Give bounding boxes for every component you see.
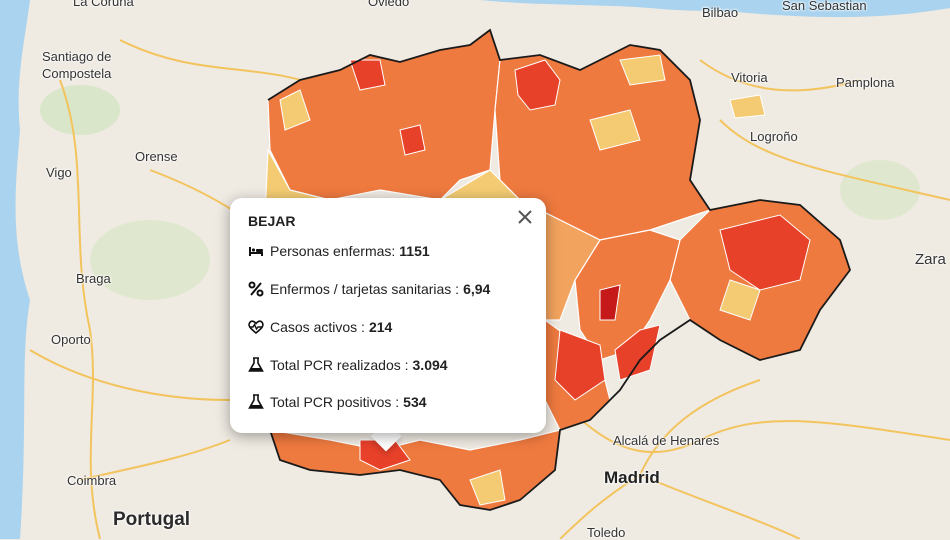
hot-spots bbox=[279, 54, 811, 506]
green-area bbox=[90, 220, 210, 300]
stat-row-enfermos-tarjetas: Enfermos / tarjetas sanitarias : 6,94 bbox=[248, 281, 490, 297]
green-area bbox=[40, 85, 120, 135]
stat-row-pcr-positivos: Total PCR positivos : 534 bbox=[248, 394, 427, 410]
city-label-coimbra: Coimbra bbox=[67, 473, 117, 488]
sea-atlantic bbox=[0, 0, 30, 539]
flask-icon bbox=[248, 357, 264, 372]
stat-row-casos-activos: Casos activos : 214 bbox=[248, 319, 392, 335]
percent-icon bbox=[248, 281, 264, 297]
stat-value: 3.094 bbox=[412, 357, 448, 373]
city-label-orense: Orense bbox=[135, 149, 178, 164]
stat-label: Enfermos / tarjetas sanitarias : bbox=[270, 281, 460, 297]
city-label-madrid: Madrid bbox=[604, 468, 660, 487]
green-area bbox=[840, 160, 920, 220]
stat-row-personas-enfermas: Personas enfermas: 1151 bbox=[248, 243, 430, 259]
city-label-vigo: Vigo bbox=[46, 165, 72, 180]
info-popup: BEJAR Personas enfermas: 1151 Enfermos /… bbox=[230, 198, 546, 433]
close-icon bbox=[518, 210, 532, 224]
city-label-zaragoza: Zara bbox=[915, 251, 946, 268]
stat-value: 1151 bbox=[399, 243, 430, 259]
city-label-coruna: La Coruña bbox=[73, 0, 134, 9]
city-label-vitoria: Vitoria bbox=[731, 70, 768, 85]
region-outline bbox=[267, 28, 852, 511]
bed-icon bbox=[249, 247, 263, 256]
stat-row-pcr-realizados: Total PCR realizados : 3.094 bbox=[248, 357, 448, 373]
city-label-oporto: Oporto bbox=[51, 332, 91, 347]
city-label-san-sebastian: San Sebastian bbox=[782, 0, 867, 13]
city-label-logrono: Logroño bbox=[750, 129, 798, 144]
country-label-portugal: Portugal bbox=[113, 509, 191, 530]
popup-title: BEJAR bbox=[248, 213, 296, 229]
flask-icon bbox=[248, 394, 264, 409]
stat-label: Personas enfermas: bbox=[270, 243, 396, 259]
city-label-braga: Braga bbox=[76, 271, 111, 286]
city-label-bilbao: Bilbao bbox=[702, 5, 739, 20]
stat-value: 6,94 bbox=[463, 281, 491, 297]
stat-value: 534 bbox=[403, 394, 427, 410]
stat-value: 214 bbox=[368, 319, 393, 335]
city-label-alcala: Alcalá de Henares bbox=[613, 433, 720, 448]
stat-label: Total PCR realizados : bbox=[270, 357, 409, 373]
close-button[interactable] bbox=[514, 206, 536, 228]
city-label-oviedo: Oviedo bbox=[368, 0, 410, 9]
city-label-toledo: Toledo bbox=[587, 525, 626, 540]
stat-label: Total PCR positivos : bbox=[270, 394, 400, 410]
sea-bay-of-biscay bbox=[0, 0, 950, 18]
city-label-santiago: Santiago de Compostela bbox=[42, 49, 112, 81]
city-label-pamplona: Pamplona bbox=[836, 75, 895, 90]
stat-label: Casos activos : bbox=[270, 319, 365, 335]
heartbeat-icon bbox=[248, 320, 264, 335]
